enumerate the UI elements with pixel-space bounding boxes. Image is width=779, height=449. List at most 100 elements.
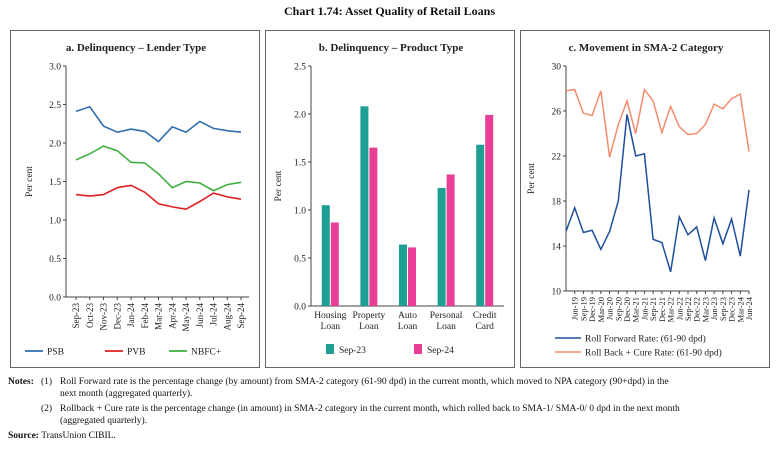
- x-tick-label: Jun-21: [639, 297, 649, 320]
- y-tick-label: 2.0: [49, 140, 61, 150]
- legend-swatch: [326, 344, 334, 354]
- product-type-chart: b. Delinquency – Product Type 0.0 0.5 1.0 1.…: [274, 42, 504, 356]
- lender-type-chart: a. Delinquency – Lender Type 0.0 0.5 1.0 1.5…: [25, 42, 249, 358]
- legend-label: Roll Back + Cure Rate: (61-90 dpd): [585, 348, 722, 359]
- series-line-pvb: [75, 184, 242, 211]
- y-axis-label: Per cent: [274, 170, 284, 201]
- x-tick-label: Feb-24: [140, 303, 150, 329]
- legend-label: Sep-23: [339, 346, 366, 356]
- y-tick-label: 3.0: [49, 63, 61, 73]
- x-tick-label: Sep-24: [236, 303, 246, 329]
- legend-label: PVB: [127, 348, 145, 358]
- legend-label: Roll Forward Rate: (61-90 dpd): [585, 334, 706, 345]
- bar-sep-23: [321, 205, 330, 306]
- note-1-line-2: next month (aggregated quarterly).: [60, 389, 193, 399]
- x-tick-label: Jan-24: [126, 303, 136, 327]
- bar-sep-23: [399, 244, 407, 306]
- panel-a-title: a. Delinquency – Lender Type: [66, 42, 206, 54]
- legend-swatch: [414, 344, 422, 354]
- x-tick-label: Jun-24: [195, 303, 205, 328]
- x-tick-label: Mar-24: [735, 296, 745, 322]
- legend-label: NBFC+: [191, 348, 221, 358]
- y-tick-label: 1.0: [294, 207, 306, 217]
- x-tick-label: Dec-19: [587, 297, 597, 322]
- bar-sep-24: [485, 114, 494, 307]
- x-tick-label: Apr-24: [167, 303, 177, 329]
- x-tick-label: Sep-21: [648, 297, 658, 321]
- note-1-line-1: Roll Forward rate is the percentage chan…: [60, 377, 669, 387]
- x-tick-label: Oct-23: [85, 303, 95, 328]
- legend-label: Sep-24: [427, 346, 454, 356]
- x-category-label: Personal: [430, 311, 463, 321]
- note-2-line-1: Rollback + Cure rate is the percentage c…: [60, 404, 680, 414]
- y-axis-label: Per cent: [527, 163, 537, 194]
- x-tick-label: Aug-24: [222, 303, 232, 331]
- x-tick-label: Dec-22: [692, 297, 702, 322]
- panel-c-title: c. Movement in SMA-2 Category: [569, 42, 724, 54]
- x-category-label: Loan: [436, 322, 456, 332]
- y-tick-label: 2.5: [49, 101, 61, 111]
- x-tick-label: Jul-24: [209, 303, 219, 326]
- x-category-label: Card: [475, 322, 494, 332]
- series-line-psb: [75, 105, 242, 143]
- x-category-label: Auto: [398, 311, 417, 321]
- x-category-label: Credit: [473, 311, 497, 321]
- y-tick-label: 30: [552, 63, 562, 73]
- bar-sep-23: [476, 144, 485, 306]
- y-tick-label: 1.5: [294, 159, 306, 169]
- x-tick-label: Mar-20: [596, 297, 606, 322]
- x-category-label: Housing: [314, 311, 346, 321]
- x-category-label: Property: [353, 311, 386, 321]
- bar-sep-24: [408, 247, 416, 306]
- y-tick-label: 2.0: [294, 111, 306, 121]
- y-tick-label: 18: [552, 198, 562, 208]
- x-tick-label: Sep-19: [578, 297, 588, 321]
- series-line-nbfc-: [75, 145, 242, 192]
- y-tick-label: 0.5: [49, 255, 61, 265]
- x-tick-label: Mar-24: [154, 303, 164, 330]
- x-tick-label: Sep-20: [613, 297, 623, 321]
- x-tick-label: Jun-22: [674, 297, 684, 320]
- x-tick-label: Jun-24: [744, 296, 754, 320]
- x-tick-label: Sep-22: [683, 297, 693, 321]
- bar-sep-24: [446, 174, 455, 306]
- x-tick-label: Jun-19: [570, 297, 580, 320]
- panel-product-type: b. Delinquency – Product Type 0.0 0.5 1.0 1.…: [265, 30, 515, 368]
- x-category-label: Loan: [359, 322, 379, 332]
- x-tick-label: Nov-23: [99, 303, 109, 331]
- y-tick-label: 2.5: [294, 63, 306, 73]
- bar-sep-23: [360, 106, 369, 306]
- legend-label: PSB: [47, 348, 64, 358]
- bar-sep-24: [369, 147, 378, 306]
- source-text: TransUnion CIBIL.: [41, 431, 116, 441]
- y-tick-label: 0.0: [49, 294, 61, 304]
- y-tick-label: 26: [552, 108, 562, 118]
- x-tick-label: Dec-23: [112, 303, 122, 330]
- x-tick-label: Sep-23: [71, 303, 81, 329]
- series-line-roll-back-cure-rate-61-90-dpd: [565, 87, 750, 158]
- bar-sep-24: [330, 222, 339, 306]
- series-line-roll-forward-rate-61-90-dpd: [565, 114, 750, 273]
- chart-main-title: Chart 1.74: Asset Quality of Retail Loan…: [284, 4, 495, 18]
- x-tick-label: Jun-20: [605, 297, 615, 320]
- y-tick-label: 1.0: [49, 217, 61, 227]
- x-tick-label: Dec-23: [727, 297, 737, 322]
- notes-heading: Notes:: [8, 377, 34, 387]
- bar-sep-23: [437, 187, 446, 306]
- x-tick-label: Dec-21: [657, 297, 667, 322]
- y-axis-label: Per cent: [25, 166, 35, 197]
- y-tick-label: 14: [552, 243, 562, 253]
- x-tick-label: Dec-20: [622, 297, 632, 322]
- panel-lender-type: a. Delinquency – Lender Type 0.0 0.5 1.0 1.5…: [10, 30, 260, 368]
- y-tick-label: 0.0: [294, 303, 306, 313]
- x-tick-label: Mar-22: [666, 297, 676, 322]
- x-tick-label: May-24: [181, 303, 191, 332]
- y-tick-label: 22: [552, 153, 562, 163]
- note-2-number: (2): [41, 404, 53, 414]
- note-1-number: (1): [41, 377, 53, 387]
- y-tick-label: 1.5: [49, 178, 61, 188]
- panel-sma2-movement: c. Movement in SMA-2 Category 10 14 18 22 26 3…: [520, 30, 770, 368]
- x-tick-label: Jun-23: [709, 297, 719, 320]
- x-tick-label: Mar-23: [700, 297, 710, 322]
- panel-b-title: b. Delinquency – Product Type: [319, 42, 464, 54]
